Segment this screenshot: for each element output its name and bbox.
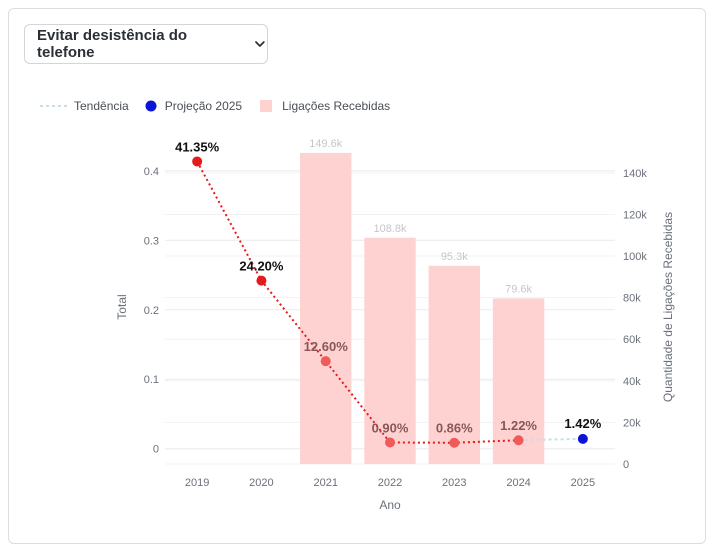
chart-card <box>8 8 706 544</box>
trend-line <box>518 437 583 442</box>
projection-point <box>577 433 588 444</box>
line-point <box>385 437 395 448</box>
line-point <box>256 275 267 286</box>
bar <box>364 237 416 464</box>
bar-data-label: 149.6k <box>309 138 343 150</box>
line-data-label: 24.20% <box>239 259 284 274</box>
x-tick-label: 2023 <box>442 477 466 489</box>
projection-data-label: 1.42% <box>564 416 601 431</box>
bar-data-label: 79.6k <box>505 283 532 295</box>
x-tick-label: 2024 <box>506 477 530 489</box>
right-tick-label: 80k <box>623 293 641 305</box>
right-axis-title: Quantidade de Ligações Recebidas <box>661 212 675 402</box>
right-tick-label: 60k <box>623 334 641 346</box>
line-data-label: 0.90% <box>372 420 409 435</box>
x-tick-label: 2021 <box>313 477 337 489</box>
left-tick-label: 0 <box>153 444 159 456</box>
right-tick-label: 0 <box>623 459 629 471</box>
left-tick-label: 0.3 <box>144 235 159 247</box>
right-tick-label: 140k <box>623 168 647 180</box>
line-data-label: 0.86% <box>436 421 473 436</box>
left-tick-label: 0.1 <box>144 374 159 386</box>
legend-item-projection[interactable]: Projeção 2025 <box>145 99 242 113</box>
chart-legend: Tendência Projeção 2025 Ligações Recebid… <box>40 96 406 116</box>
left-tick-label: 0.4 <box>144 166 159 178</box>
metric-dropdown-label: Evitar desistência do telefone <box>37 27 188 61</box>
line-point <box>192 156 203 167</box>
bar-data-label: 95.3k <box>441 251 468 263</box>
left-axis-title: Total <box>115 294 129 319</box>
legend-projection-swatch <box>145 100 157 112</box>
line-data-label: 41.35% <box>175 139 220 154</box>
bar <box>428 265 480 464</box>
right-tick-label: 40k <box>623 376 641 388</box>
left-tick-label: 0.2 <box>144 305 159 317</box>
legend-calls-label: Ligações Recebidas <box>282 99 391 113</box>
line-data-label: 1.22% <box>500 418 537 433</box>
line-point <box>513 435 524 446</box>
legend-trend-label: Tendência <box>74 99 129 113</box>
x-tick-label: 2025 <box>571 477 595 489</box>
x-tick-label: 2022 <box>378 477 402 489</box>
right-tick-label: 20k <box>623 417 641 429</box>
series-line <box>196 160 519 444</box>
right-tick-label: 100k <box>623 251 647 263</box>
chevron-down-icon <box>255 41 265 47</box>
legend-calls-swatch <box>260 100 273 112</box>
legend-item-trend[interactable]: Tendência <box>40 99 129 113</box>
legend-item-calls[interactable]: Ligações Recebidas <box>258 99 390 113</box>
bar-data-label: 108.8k <box>373 223 407 235</box>
x-tick-label: 2019 <box>185 477 209 489</box>
line-data-label: 12.60% <box>304 339 349 354</box>
line-point <box>449 437 460 448</box>
metric-dropdown[interactable]: Evitar desistência do telefone <box>24 24 268 64</box>
bar <box>300 152 352 464</box>
right-tick-label: 120k <box>623 209 647 221</box>
x-tick-label: 2020 <box>249 477 273 489</box>
x-axis-title: Ano <box>379 498 401 512</box>
legend-trend-swatch <box>40 105 68 107</box>
line-point <box>320 356 331 367</box>
legend-projection-label: Projeção 2025 <box>164 99 243 113</box>
